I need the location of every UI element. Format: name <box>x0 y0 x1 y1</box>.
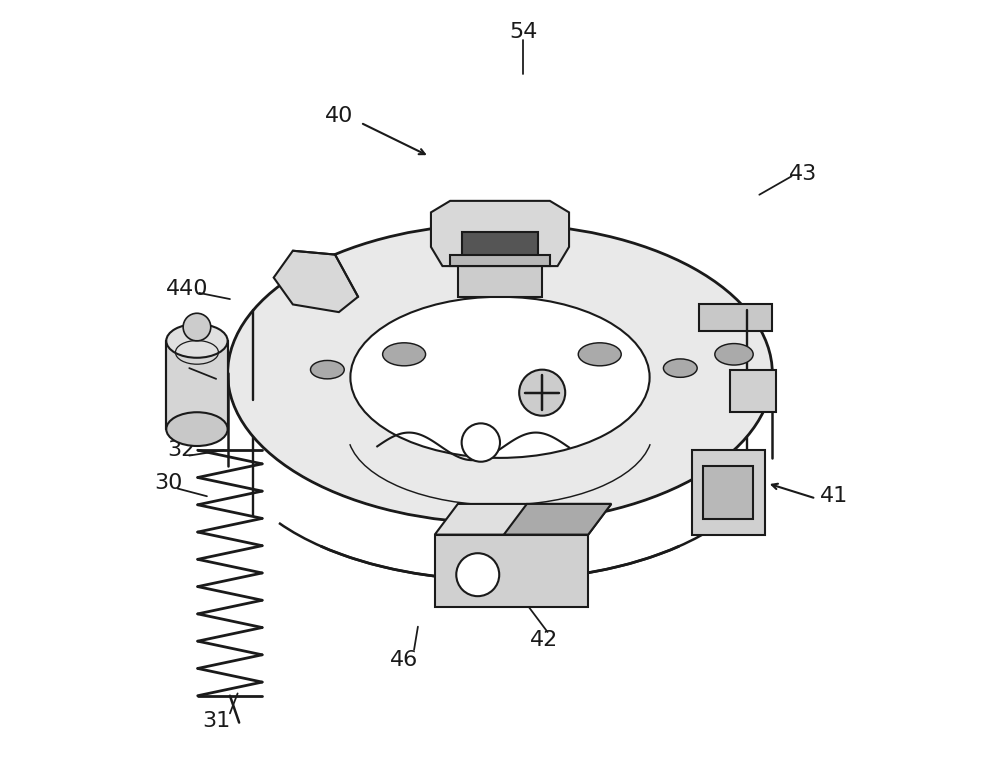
Text: 42: 42 <box>530 630 559 650</box>
Circle shape <box>183 313 211 341</box>
Text: 31: 31 <box>202 711 230 731</box>
Polygon shape <box>730 370 776 412</box>
Polygon shape <box>703 466 753 519</box>
Polygon shape <box>692 450 765 534</box>
Polygon shape <box>458 266 542 296</box>
Ellipse shape <box>578 343 621 366</box>
Polygon shape <box>435 504 611 534</box>
Polygon shape <box>431 201 569 266</box>
Polygon shape <box>435 534 588 608</box>
Ellipse shape <box>663 359 697 377</box>
Circle shape <box>456 553 499 596</box>
Ellipse shape <box>383 343 426 366</box>
Text: 43: 43 <box>789 164 817 184</box>
Polygon shape <box>699 304 772 331</box>
Ellipse shape <box>166 324 228 358</box>
Text: 54: 54 <box>509 22 537 42</box>
Ellipse shape <box>166 412 228 446</box>
Text: 32: 32 <box>167 440 196 460</box>
Ellipse shape <box>310 360 344 379</box>
Text: 44: 44 <box>164 352 192 372</box>
Polygon shape <box>504 504 611 534</box>
Polygon shape <box>228 224 772 523</box>
Polygon shape <box>450 255 550 266</box>
Circle shape <box>462 424 500 462</box>
Text: 440: 440 <box>166 279 208 299</box>
Polygon shape <box>274 251 358 312</box>
Text: 40: 40 <box>325 106 353 126</box>
Polygon shape <box>462 232 538 266</box>
Text: 41: 41 <box>820 486 848 506</box>
Text: 46: 46 <box>390 650 418 670</box>
Polygon shape <box>166 341 228 429</box>
Circle shape <box>519 370 565 416</box>
Text: 30: 30 <box>154 474 183 494</box>
Ellipse shape <box>715 343 753 365</box>
